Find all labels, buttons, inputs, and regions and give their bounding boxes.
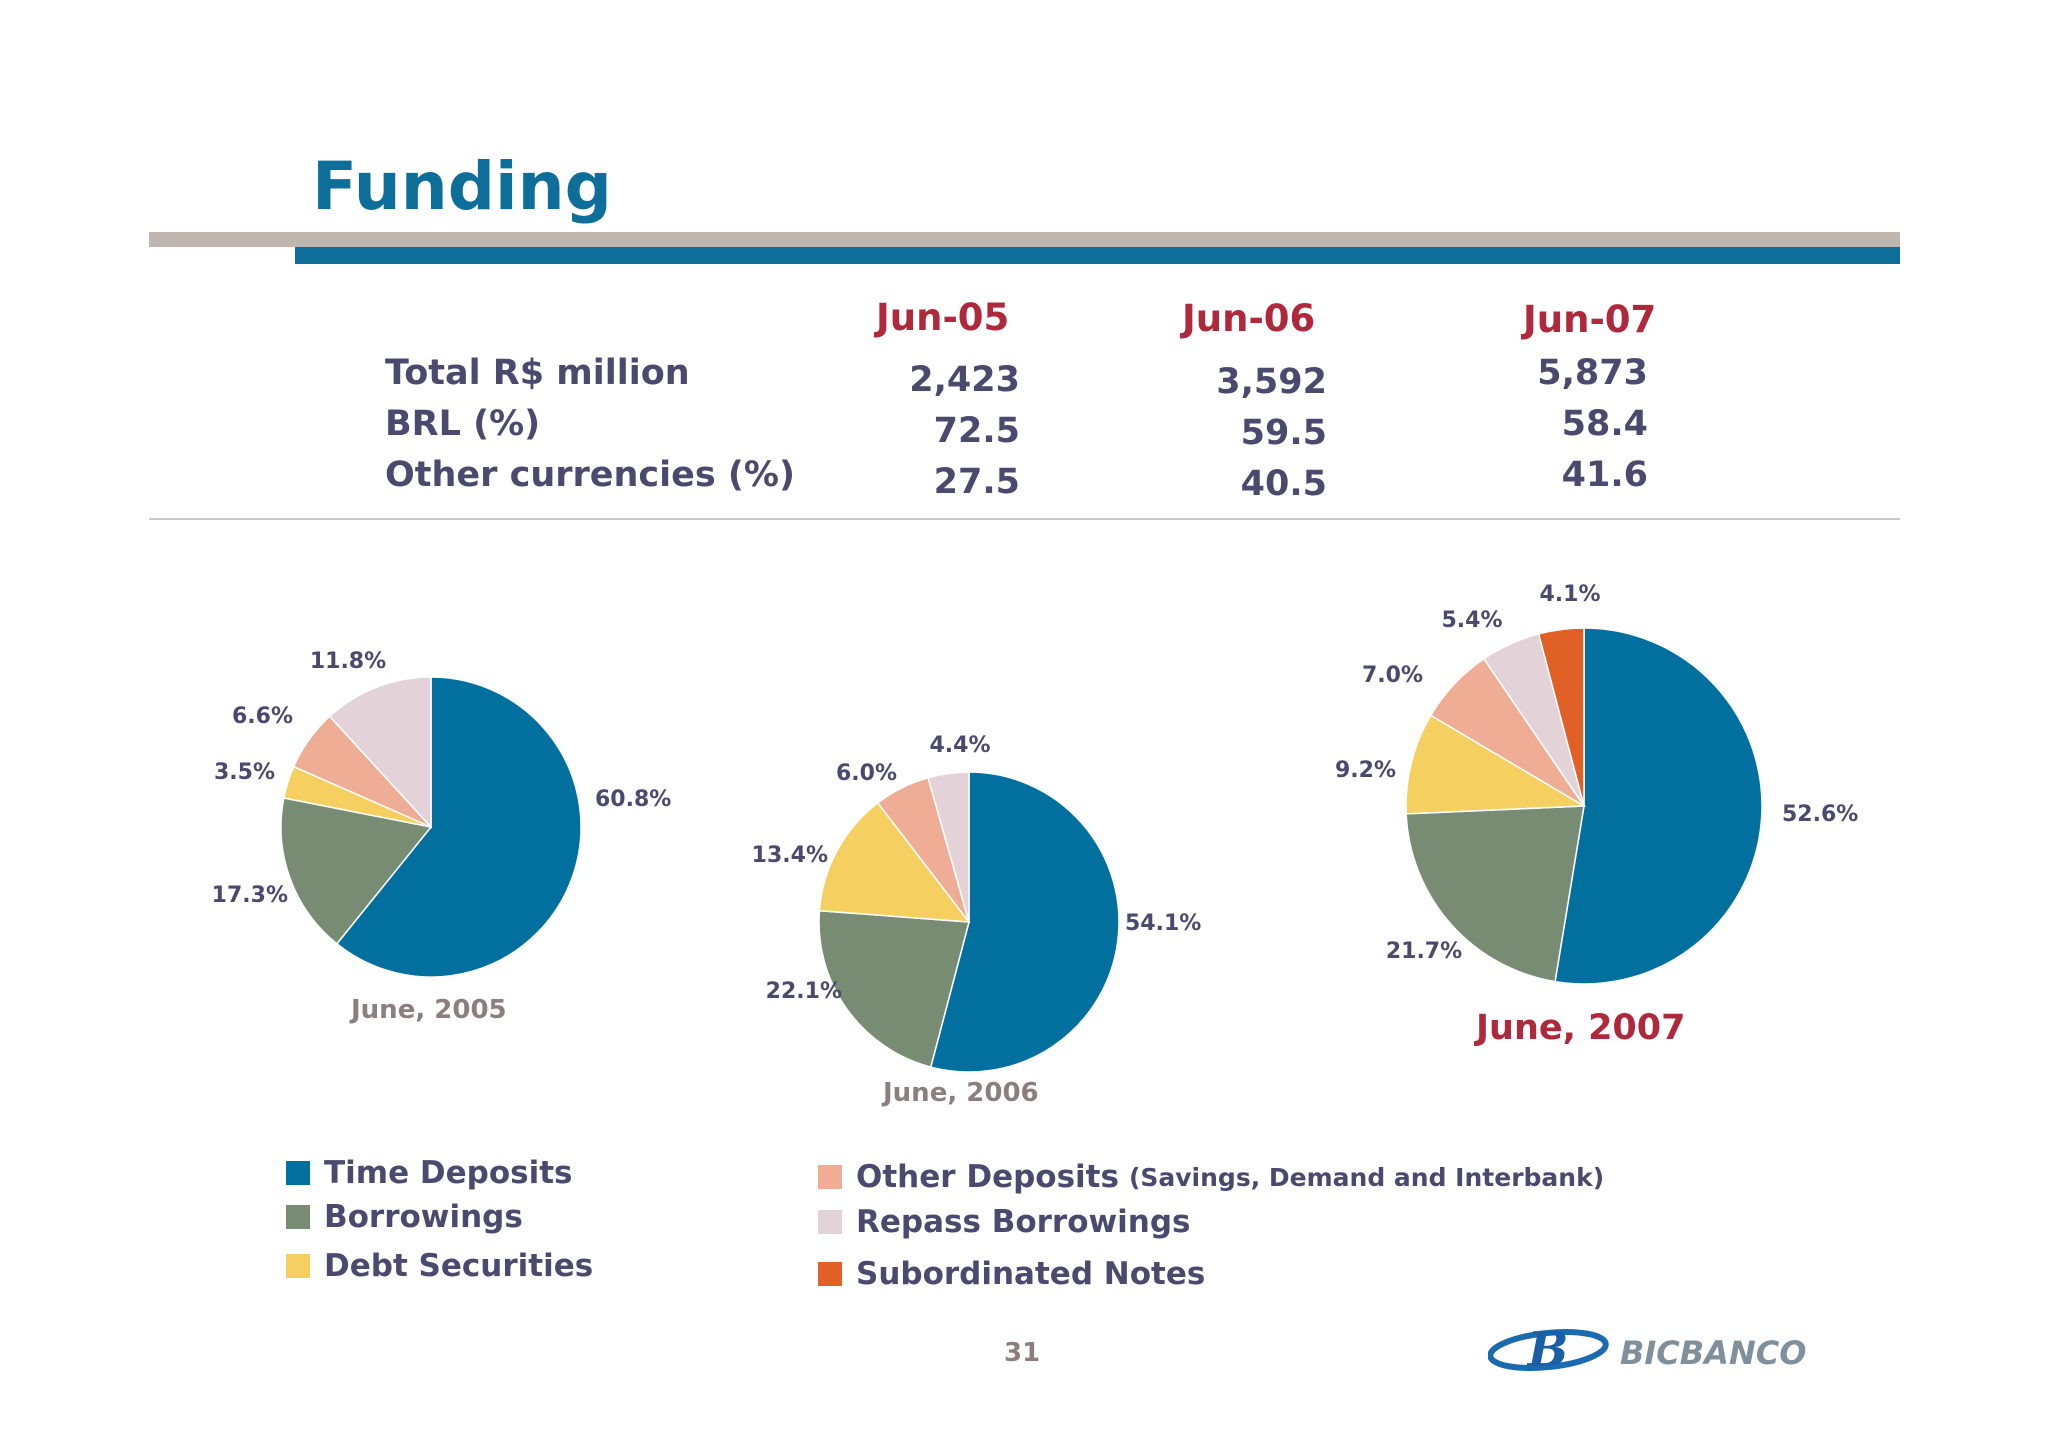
cell-other-jun06: 40.5: [1240, 464, 1327, 504]
svg-text:B: B: [1526, 1322, 1569, 1378]
title-underline-grey: [149, 232, 1900, 247]
cell-total-jun07: 5,873: [1537, 353, 1648, 393]
legend-label: Debt Securities: [324, 1248, 594, 1284]
pie-slice-subordinated-notes: [1537, 627, 1585, 807]
pie-slice-debt-securities: [818, 801, 971, 923]
column-header-jun07: Jun-07: [1523, 298, 1657, 341]
column-header-jun06: Jun-06: [1182, 297, 1316, 340]
page-title: Funding: [312, 148, 612, 225]
pie-data-label: 22.1%: [766, 979, 842, 1004]
cell-total-jun06: 3,592: [1216, 362, 1327, 402]
pie-caption-2006: June, 2006: [883, 1078, 1039, 1108]
table-divider: [149, 518, 1900, 520]
legend-swatch-debt-securities: [286, 1254, 310, 1278]
pie-slice-borrowings: [1405, 805, 1585, 983]
row-label-other-currencies: Other currencies (%): [385, 455, 795, 495]
pie-data-label: 7.0%: [1362, 663, 1423, 688]
cell-brl-jun07: 58.4: [1561, 404, 1648, 444]
pie-caption-2007: June, 2007: [1476, 1008, 1686, 1048]
pie-data-label: 54.1%: [1125, 911, 1201, 936]
pie-data-label: 13.4%: [752, 843, 828, 868]
legend-label: Repass Borrowings: [856, 1204, 1191, 1240]
legend-sublabel: (Savings, Demand and Interbank): [1128, 1162, 1605, 1192]
pie-slice-time-deposits: [1554, 627, 1763, 985]
svg-text:BICBANCO: BICBANCO: [1620, 1334, 1806, 1372]
cell-brl-jun05: 72.5: [933, 411, 1020, 451]
column-header-jun05: Jun-05: [876, 296, 1010, 339]
pie-data-label: 21.7%: [1386, 939, 1462, 964]
legend-swatch-time-deposits: [286, 1161, 310, 1185]
pie-data-label: 3.5%: [214, 760, 275, 785]
pie-slice-time-deposits: [335, 676, 582, 978]
pie-slice-borrowings: [280, 797, 433, 945]
cell-total-jun05: 2,423: [909, 360, 1020, 400]
legend-swatch-repass-borrowings: [818, 1210, 842, 1234]
legend-repass-borrowings: Repass Borrowings: [818, 1204, 1190, 1240]
bicbanco-logo: B BICBANCO: [1488, 1322, 1806, 1378]
legend-other-deposits: Other Deposits (Savings, Demand and Inte…: [818, 1159, 1604, 1195]
pie-data-label: 5.4%: [1441, 608, 1502, 633]
cell-other-jun07: 41.6: [1561, 455, 1648, 495]
pie-slice-time-deposits: [929, 771, 1120, 1073]
pie-data-label: 6.6%: [232, 704, 293, 729]
legend-time-deposits: Time Deposits: [286, 1155, 572, 1191]
legend-label: Other Deposits: [856, 1159, 1119, 1195]
pie-slice-repass-borrowings: [328, 676, 432, 829]
row-label-brl: BRL (%): [385, 404, 541, 444]
cell-other-jun05: 27.5: [933, 462, 1020, 502]
cell-brl-jun06: 59.5: [1240, 413, 1327, 453]
pie-data-label: 4.4%: [929, 733, 990, 758]
legend-borrowings: Borrowings: [286, 1199, 523, 1235]
legend-label: Subordinated Notes: [856, 1256, 1206, 1292]
pie-data-label: 17.3%: [212, 883, 288, 908]
row-label-total: Total R$ million: [385, 353, 690, 393]
page-number: 31: [1004, 1338, 1041, 1368]
legend-swatch-borrowings: [286, 1205, 310, 1229]
pie-data-label: 11.8%: [310, 649, 386, 674]
pie-data-label: 6.0%: [836, 761, 897, 786]
legend-label: Borrowings: [324, 1199, 523, 1235]
title-underline-blue: [295, 247, 1900, 264]
pie-data-label: 52.6%: [1782, 802, 1858, 827]
legend-swatch-other-deposits: [818, 1165, 842, 1189]
pie-data-label: 9.2%: [1335, 758, 1396, 783]
pie-slice-repass-borrowings: [927, 771, 970, 923]
pie-caption-2005: June, 2005: [351, 995, 507, 1025]
legend-debt-securities: Debt Securities: [286, 1248, 593, 1284]
legend-label: Time Deposits: [324, 1155, 573, 1191]
pie-data-label: 4.1%: [1539, 582, 1600, 607]
pie-slice-borrowings: [818, 909, 970, 1068]
legend-subordinated-notes: Subordinated Notes: [818, 1256, 1205, 1292]
legend-swatch-subordinated-notes: [818, 1262, 842, 1286]
pie-data-label: 60.8%: [595, 787, 671, 812]
pie-slice-debt-securities: [1405, 714, 1587, 815]
